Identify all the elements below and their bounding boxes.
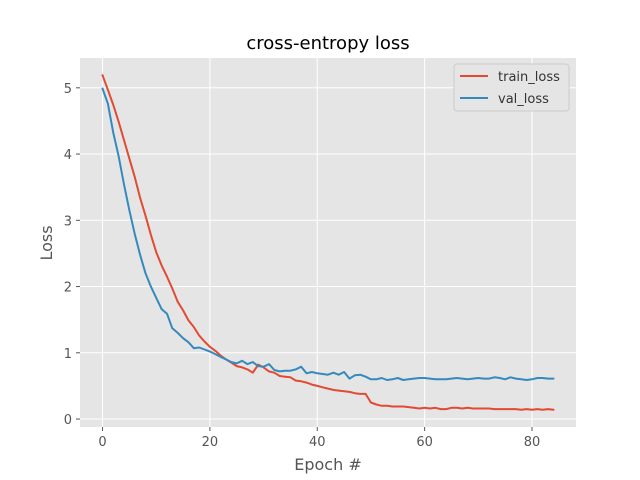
x-tick-label: 60 [416,435,433,450]
x-tick-label: 20 [202,435,219,450]
y-tick-label: 5 [64,82,72,97]
tick-labels: 0 20 40 60 80 0 1 2 3 4 5 [64,82,541,450]
chart-title: cross-entropy loss [246,33,409,54]
legend-label-val-loss: val_loss [498,92,549,107]
y-axis-label: Loss [37,225,56,260]
x-tick-label: 80 [524,435,541,450]
series-line-val-loss [101,87,555,381]
legend: train_loss val_loss [453,63,570,112]
y-tick-label: 3 [64,214,72,229]
series-line-train-loss [101,74,555,411]
plot-area [80,58,576,427]
x-axis-label: Epoch # [294,455,361,474]
y-tick-label: 1 [64,347,72,362]
legend-label-train-loss: train_loss [498,70,560,85]
y-tick-label: 4 [64,148,72,163]
x-tick-label: 0 [98,435,106,450]
series-lines [101,74,555,411]
x-tick-label: 40 [309,435,326,450]
y-tick-label: 0 [64,413,72,428]
y-tick-label: 2 [64,281,72,296]
